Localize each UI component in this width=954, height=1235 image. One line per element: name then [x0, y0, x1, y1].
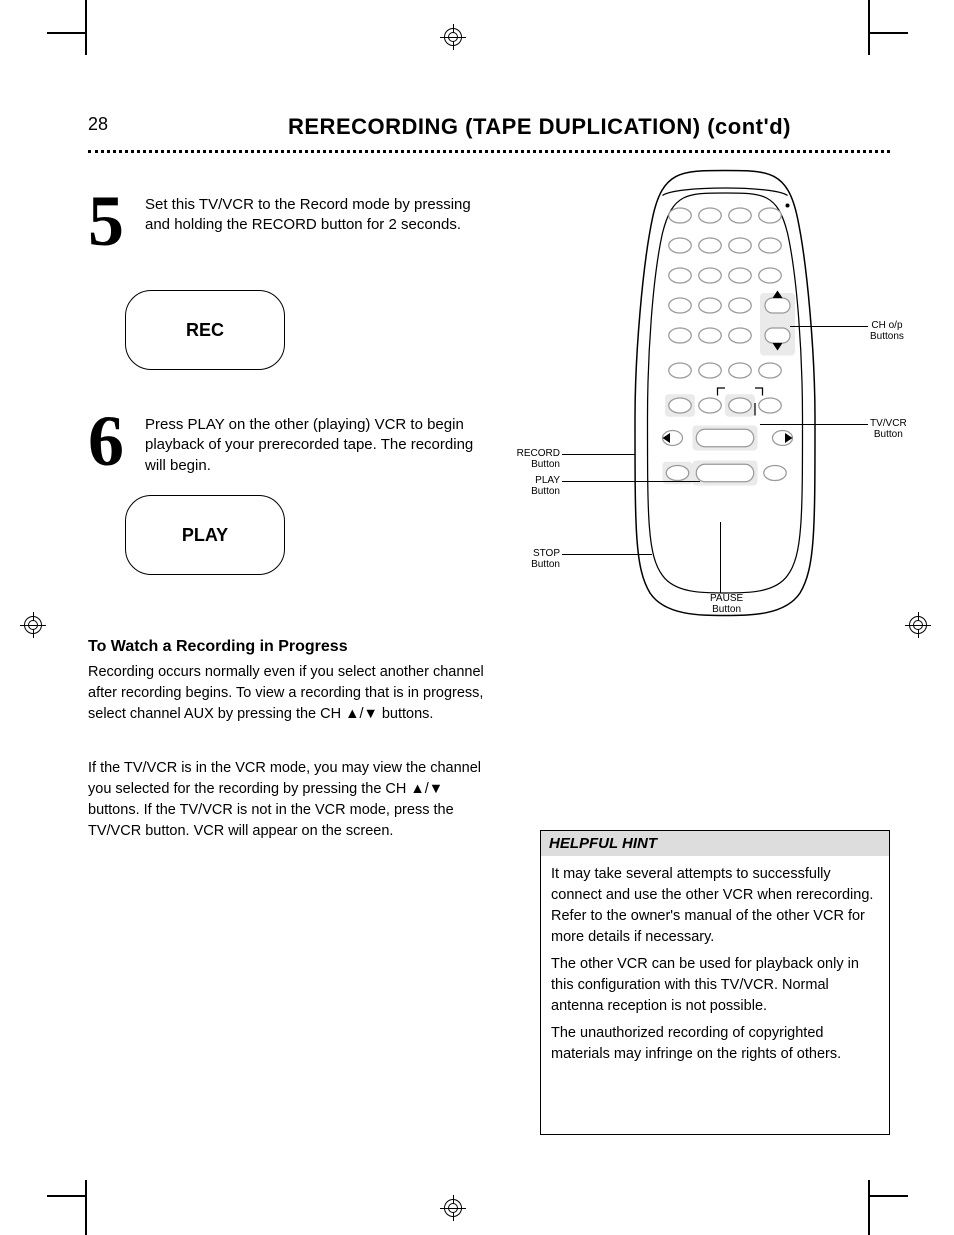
section-body: Recording occurs normally even if you se… [88, 662, 488, 725]
callout-label: STOPButton [531, 548, 560, 570]
divider [88, 150, 890, 153]
callout-label: RECORDButton [517, 448, 560, 470]
callout-line [562, 454, 635, 455]
crop-mark [868, 0, 870, 55]
remote-svg [590, 168, 860, 618]
registration-mark [440, 1195, 466, 1221]
step-number: 5 [88, 180, 124, 263]
crop-mark [868, 1180, 870, 1235]
page-title: RERECORDING (TAPE DUPLICATION) (cont'd) [288, 114, 791, 140]
remote-diagram [590, 168, 860, 618]
crop-mark [47, 32, 85, 34]
callout-label: PAUSEButton [710, 593, 743, 615]
section-title: To Watch a Recording in Progress [88, 638, 348, 656]
step-text: Set this TV/VCR to the Record mode by pr… [145, 195, 485, 236]
crop-mark [85, 1180, 87, 1235]
callout-label: PLAYButton [531, 475, 560, 497]
registration-mark [905, 612, 931, 638]
step-number: 6 [88, 400, 124, 483]
callout-line [720, 522, 721, 593]
crop-mark [870, 1195, 908, 1197]
crop-mark [47, 1195, 85, 1197]
play-button-illustration: PLAY [125, 495, 285, 575]
rec-button-illustration: REC [125, 290, 285, 370]
callout-label: CH o/pButtons [870, 320, 904, 342]
registration-mark [440, 24, 466, 50]
callout-line [562, 554, 652, 555]
hint-body: It may take several attempts to successf… [541, 856, 889, 1079]
hint-box: HELPFUL HINT It may take several attempt… [540, 830, 890, 1135]
hint-title: HELPFUL HINT [541, 831, 889, 856]
section-body-2: If the TV/VCR is in the VCR mode, you ma… [88, 758, 488, 842]
callout-label: TV/VCRButton [870, 418, 907, 440]
crop-mark [85, 0, 87, 55]
crop-mark [870, 32, 908, 34]
page-number: 28 [88, 114, 108, 135]
callout-line [760, 424, 868, 425]
step-text: Press PLAY on the other (playing) VCR to… [145, 415, 485, 476]
callout-line [562, 481, 700, 482]
callout-line [790, 326, 868, 327]
registration-mark [20, 612, 46, 638]
